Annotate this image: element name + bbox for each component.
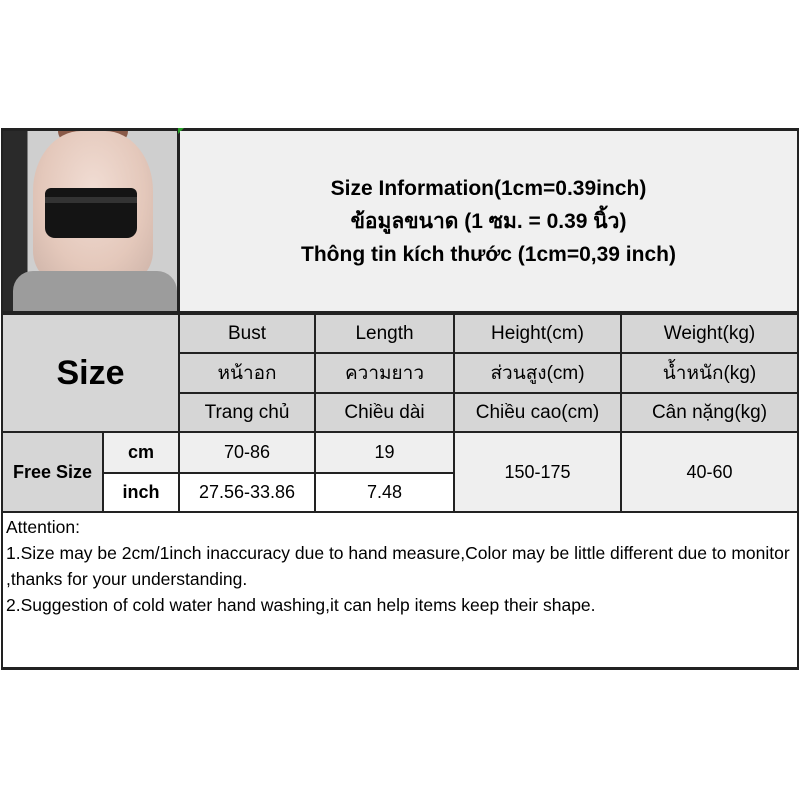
length-inch: 7.48 [316,474,453,511]
header-weight: Weight(kg) [622,315,797,352]
unit-cm: cm [104,433,178,472]
unit-inch: inch [104,474,178,511]
size-info-title: Size Information(1cm=0.39inch) ข้อมูลขนา… [180,131,797,311]
photo-belt [45,197,137,203]
bust-inch: 27.56-33.86 [180,474,314,511]
header-length-vietnamese: Chiều dài [316,394,453,431]
length-cm: 19 [316,433,453,472]
header-length: Length [316,315,453,352]
attention-heading: Attention: [6,517,80,537]
product-photo [3,131,177,311]
attention-note-1: 1.Size may be 2cm/1inch inaccuracy due t… [6,543,790,589]
header-bust-thai: หน้าอก [180,354,314,392]
header-height-thai: ส่วนสูง(cm) [455,354,620,392]
header-height-vietnamese: Chiều cao(cm) [455,394,620,431]
size-header: Size [3,315,178,431]
bust-cm: 70-86 [180,433,314,472]
header-weight-vietnamese: Cân nặng(kg) [622,394,797,431]
photo-tube-top [45,188,137,238]
attention-notes: Attention: 1.Size may be 2cm/1inch inacc… [3,513,797,667]
height-value: 150-175 [455,433,620,511]
title-english: Size Information(1cm=0.39inch) [330,176,647,200]
weight-value: 40-60 [622,433,797,511]
header-bust: Bust [180,315,314,352]
header-height: Height(cm) [455,315,620,352]
header-bust-vietnamese: Trang chủ [180,394,314,431]
title-vietnamese: Thông tin kích thước (1cm=0,39 inch) [301,242,676,266]
header-weight-thai: น้ำหนัก(kg) [622,354,797,392]
title-thai: ข้อมูลขนาด (1 ซม. = 0.39 นิ้ว) [350,209,627,233]
photo-pants [13,271,177,311]
attention-note-2: 2.Suggestion of cold water hand washing,… [6,595,596,615]
size-free-size: Free Size [3,433,102,511]
header-length-thai: ความยาว [316,354,453,392]
